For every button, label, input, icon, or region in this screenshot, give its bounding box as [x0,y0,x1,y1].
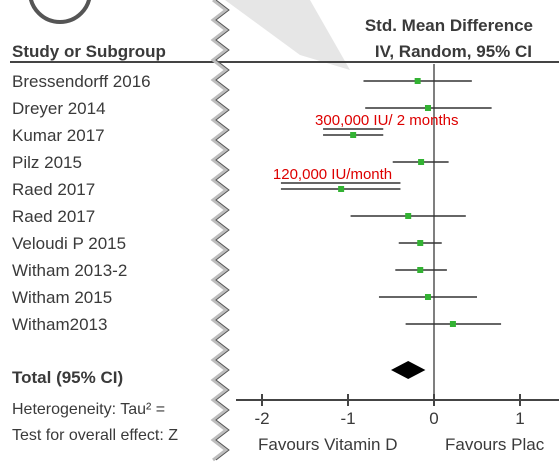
study-labels: Bressendorff 2016 Dreyer 2014 Kumar 2017 Pi… [12,72,151,334]
study-label: Raed 2017 [12,180,95,199]
favours-vitamin-d-label: Favours Vitamin D [258,435,398,454]
study-label: Dreyer 2014 [12,99,106,118]
study-label: Veloudi P 2015 [12,234,126,253]
axis-break-zigzag [210,0,229,462]
effect-header-line2: IV, Random, 95% CI [375,42,532,61]
x-axis-ticks: -2 -1 0 1 [254,394,525,428]
watermark-arrow [29,0,350,70]
study-point [350,132,357,138]
axis-break-zigzag-shadow [215,0,230,461]
dose-annotations: 300,000 IU/ 2 months 120,000 IU/month [273,112,458,184]
study-label: Witham 2015 [12,288,112,307]
study-point [424,105,431,111]
study-label: Pilz 2015 [12,153,82,172]
study-point [338,186,345,192]
study-label: Witham2013 [12,315,107,334]
study-label: Raed 2017 [12,207,95,226]
study-column-header: Study or Subgroup [12,42,166,61]
study-point [414,78,421,84]
study-point [418,159,425,165]
dose-annotation-label: 300,000 IU/ 2 months [315,112,458,129]
study-label: Kumar 2017 [12,126,105,145]
x-tick-label: -1 [340,409,355,428]
overall-effect-label: Test for overall effect: Z [12,427,178,444]
study-point [424,294,431,300]
dose-annotation-label: 120,000 IU/month [273,166,392,183]
study-point [417,267,424,273]
favours-placebo-label: Favours Plac [445,435,545,454]
x-tick-label: -2 [254,409,269,428]
total-diamond [391,361,426,379]
x-tick-label: 1 [515,409,524,428]
study-point [417,240,424,246]
total-label: Total (95% CI) [12,368,123,387]
study-point [405,213,412,219]
study-label: Witham 2013-2 [12,261,127,280]
effect-header-line1: Std. Mean Difference [365,16,533,35]
study-label: Bressendorff 2016 [12,72,151,91]
effect-points [338,78,456,327]
heterogeneity-label: Heterogeneity: Tau² = [12,401,165,418]
x-tick-label: 0 [429,409,438,428]
study-point [449,321,456,327]
